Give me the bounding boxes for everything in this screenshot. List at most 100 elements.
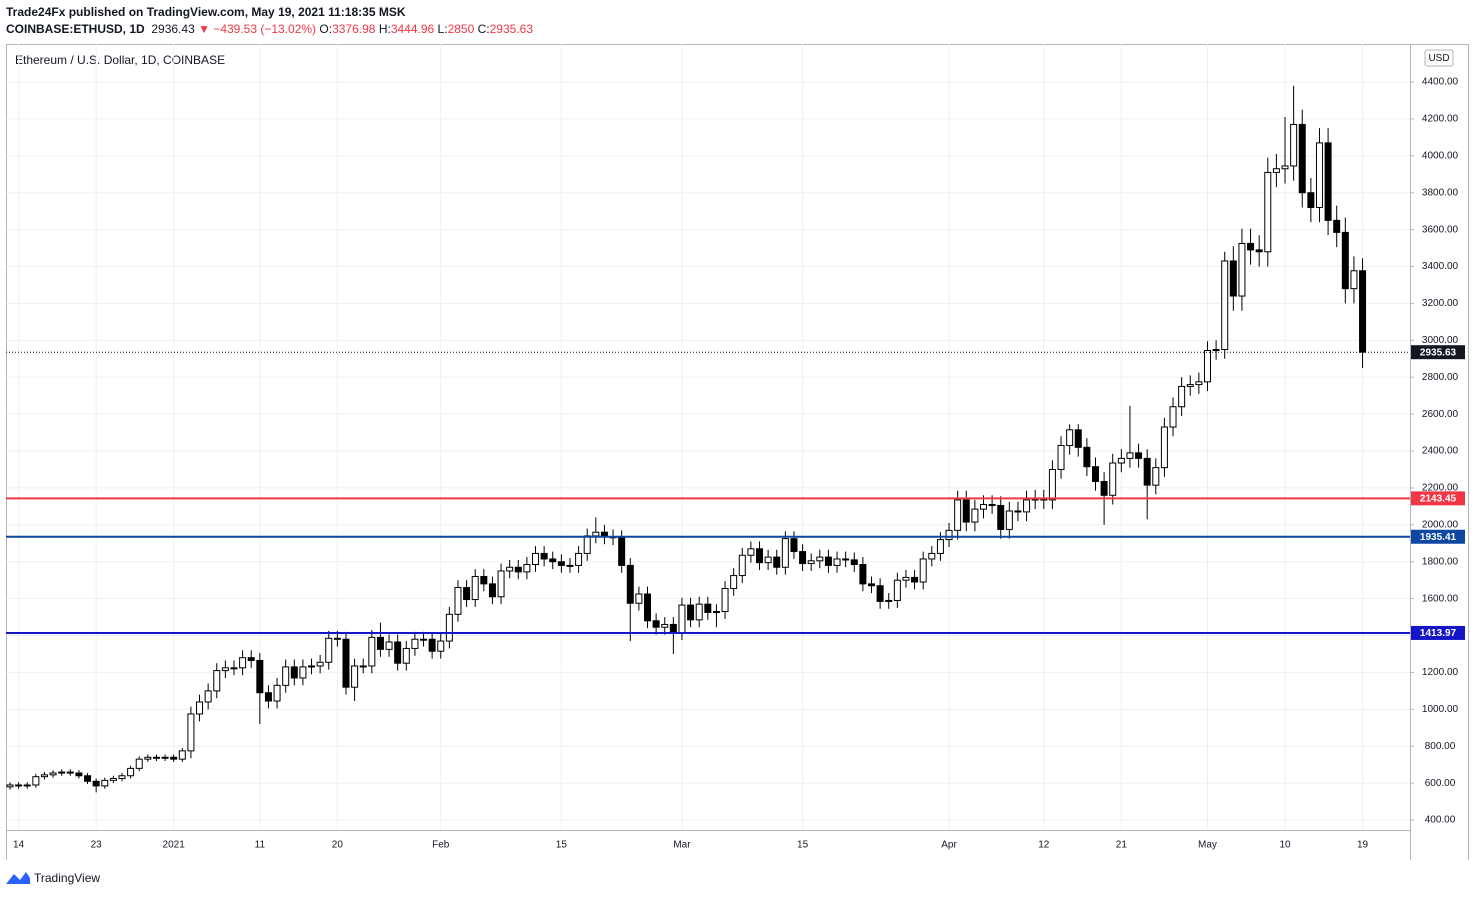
candle-body: [1126, 452, 1134, 459]
candle-body: [480, 575, 488, 585]
candle-body: [911, 576, 919, 583]
candle-body: [333, 637, 341, 640]
candle-body: [1048, 468, 1056, 501]
candle-body: [730, 575, 738, 589]
x-tick-label: Feb: [432, 840, 450, 851]
candle-body: [824, 556, 832, 566]
logo: [6, 872, 30, 884]
candle-body: [626, 564, 634, 604]
candle-body: [1152, 467, 1160, 486]
candle-body: [75, 772, 83, 777]
candle-body: [196, 701, 204, 715]
x-tick-label: 15: [556, 840, 568, 851]
x-tick-label: 21: [1116, 840, 1128, 851]
candle-body: [893, 579, 901, 601]
candle-body: [127, 767, 135, 777]
candle-body: [1186, 384, 1194, 387]
candle-body: [1333, 219, 1341, 233]
candle-body: [213, 670, 221, 692]
y-tick-label: 4400.00: [1422, 77, 1459, 88]
y-tick-label: 1200.00: [1422, 667, 1459, 678]
candle-body: [92, 780, 100, 787]
candle-body: [152, 756, 160, 759]
y-tick-label: 1800.00: [1422, 556, 1459, 567]
candle-body: [644, 593, 652, 622]
candle-body: [885, 599, 893, 602]
candle-body: [49, 772, 57, 776]
candle-body: [868, 583, 875, 587]
candle-body: [575, 552, 583, 566]
candle-body: [325, 637, 333, 663]
candle-body: [721, 587, 729, 613]
candle-body: [428, 638, 436, 652]
candle-body: [514, 566, 522, 573]
candle-body: [1014, 510, 1022, 513]
x-tick-label: 12: [1038, 840, 1050, 851]
x-tick-label: 11: [255, 840, 266, 851]
candle-body: [1091, 466, 1099, 482]
candle-body: [1117, 457, 1125, 464]
x-tick-label: 10: [1279, 840, 1291, 851]
candle-body: [1178, 385, 1186, 408]
candle-body: [1238, 242, 1246, 297]
candle-body: [704, 603, 712, 613]
candle-body: [592, 531, 600, 537]
level-tag: [1411, 625, 1465, 640]
candle-body: [118, 775, 126, 780]
candle-body: [290, 666, 298, 679]
candle-body: [1212, 349, 1220, 352]
candle-body: [816, 556, 824, 562]
x-tick-label: 15: [797, 840, 809, 851]
candle-body: [40, 774, 48, 778]
currency: USD: [1428, 53, 1449, 64]
candle-body: [15, 784, 23, 787]
candle-body: [299, 666, 307, 679]
y-tick-label: 3200.00: [1422, 298, 1459, 309]
candle-body: [506, 566, 514, 572]
o-label: O:: [319, 22, 333, 36]
candle-body: [273, 684, 281, 702]
candle-body: [859, 563, 867, 585]
candle-body: [394, 641, 402, 664]
candle-body: [1324, 142, 1332, 221]
y-tick-label: 800.00: [1425, 741, 1456, 752]
last-price-label: 2935.63: [1420, 347, 1457, 358]
candle-body: [359, 665, 367, 668]
candle-body: [566, 564, 574, 567]
candle-body: [850, 559, 858, 565]
y-tick-label: 2800.00: [1422, 372, 1459, 383]
candle-body: [144, 756, 152, 760]
y-tick-label: 1600.00: [1422, 593, 1459, 604]
candle-body: [687, 604, 695, 621]
candle-body: [264, 692, 272, 702]
x-tick-label: May: [1198, 840, 1217, 851]
candle-body: [454, 587, 462, 615]
x-tick-label: 14: [13, 840, 25, 851]
candle-body: [1057, 444, 1065, 470]
y-tick-label: 2400.00: [1422, 446, 1459, 457]
candle-body: [135, 758, 143, 769]
candle-body: [1229, 260, 1237, 297]
candle-body: [376, 636, 384, 650]
y-tick-label: 2000.00: [1422, 519, 1459, 530]
x-tick-label: Mar: [673, 840, 691, 851]
candle-body: [1221, 260, 1229, 351]
candle-body: [954, 499, 962, 531]
candle-body: [221, 667, 229, 672]
candle-body: [256, 659, 264, 694]
candle-body: [1135, 452, 1143, 459]
candle-body: [833, 558, 841, 566]
candle-body: [32, 776, 40, 786]
c-label: C:: [477, 22, 490, 36]
candle-body: [66, 771, 74, 774]
h-value: 3444.96: [390, 22, 435, 36]
candle-body: [463, 587, 471, 601]
frame: [6, 44, 1469, 860]
y-tick-label: 400.00: [1425, 815, 1456, 826]
y-tick-label: 3600.00: [1422, 224, 1459, 235]
candle-body: [523, 563, 531, 573]
candle-body: [170, 756, 178, 760]
level-tag: [1411, 491, 1465, 506]
candle-body: [1066, 429, 1074, 446]
